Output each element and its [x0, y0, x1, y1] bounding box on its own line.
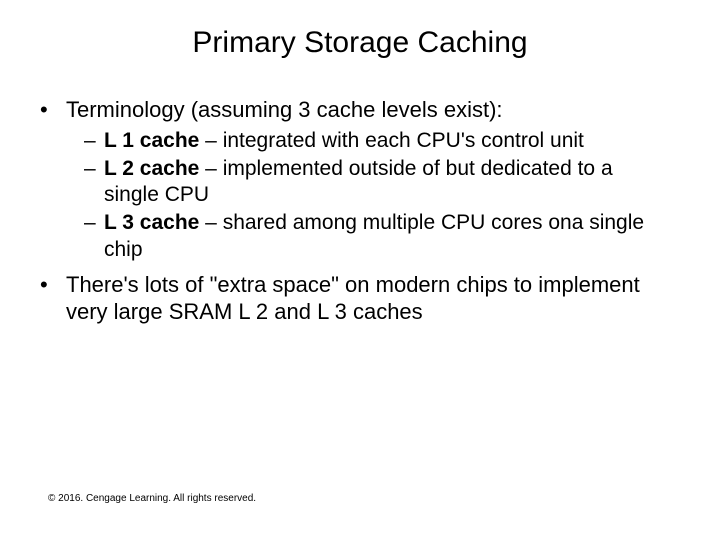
slide-content: • Terminology (assuming 3 cache levels e… — [40, 96, 680, 326]
sub-bullet-text: L 2 cache – implemented outside of but d… — [104, 156, 680, 209]
sub-bullet-group: – L 1 cache – integrated with each CPU's… — [84, 128, 680, 263]
bullet-marker: • — [40, 96, 66, 124]
dash-marker: – — [84, 128, 104, 154]
bullet-text: Terminology (assuming 3 cache levels exi… — [66, 96, 680, 124]
bold-term: L 2 cache — [104, 157, 199, 180]
sub-bullet-text: L 3 cache – shared among multiple CPU co… — [104, 210, 680, 263]
sub-bullet-item: – L 2 cache – implemented outside of but… — [84, 156, 680, 209]
sub-bullet-item: – L 3 cache – shared among multiple CPU … — [84, 210, 680, 263]
sub-bullet-item: – L 1 cache – integrated with each CPU's… — [84, 128, 680, 154]
slide: Primary Storage Caching • Terminology (a… — [0, 0, 720, 540]
term-definition: – integrated with each CPU's control uni… — [199, 129, 584, 152]
copyright-text: © 2016. Cengage Learning. All rights res… — [48, 493, 256, 504]
bullet-item: • There's lots of "extra space" on moder… — [40, 271, 680, 326]
slide-title: Primary Storage Caching — [40, 26, 680, 60]
sub-bullet-text: L 1 cache – integrated with each CPU's c… — [104, 128, 680, 154]
bullet-marker: • — [40, 271, 66, 326]
bold-term: L 3 cache — [104, 211, 199, 234]
dash-marker: – — [84, 210, 104, 263]
bold-term: L 1 cache — [104, 129, 199, 152]
bullet-text: There's lots of "extra space" on modern … — [66, 271, 680, 326]
bullet-item: • Terminology (assuming 3 cache levels e… — [40, 96, 680, 124]
dash-marker: – — [84, 156, 104, 209]
